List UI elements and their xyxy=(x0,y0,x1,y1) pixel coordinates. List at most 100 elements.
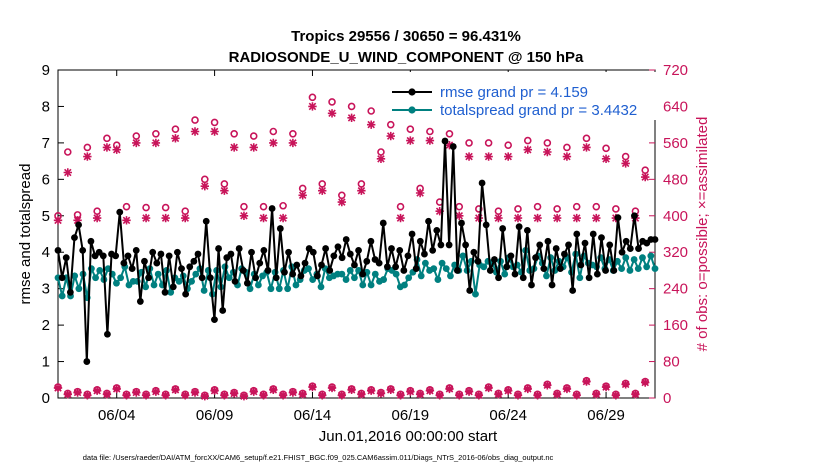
obs-assimilated-point xyxy=(73,388,82,397)
obs-assimilated-point xyxy=(366,120,376,129)
obs-possible-point xyxy=(181,390,190,399)
y-axis-label-right: # of obs: o=possible; ×=assimilated xyxy=(694,117,711,352)
obs-assimilated-point xyxy=(562,152,572,161)
obs-assimilated-point xyxy=(122,216,131,225)
obs-assimilated-point xyxy=(641,172,650,182)
totalspread-point xyxy=(405,274,413,282)
rmse-point xyxy=(589,230,597,238)
rmse-point xyxy=(400,267,408,274)
rmse-point xyxy=(272,274,280,282)
obs-assimilated-point xyxy=(112,145,121,154)
obs-possible-point xyxy=(298,389,307,398)
totalspread-point xyxy=(651,265,659,273)
rmse-point xyxy=(178,265,185,273)
rmse-point xyxy=(396,247,404,254)
totalspread-point xyxy=(576,274,584,282)
obs-possible-point xyxy=(83,390,92,399)
obs-possible-point xyxy=(612,390,620,399)
obs-assimilated-point xyxy=(318,186,327,195)
totalspread-point xyxy=(614,257,621,265)
obs-possible-point xyxy=(602,144,610,153)
obs-possible-point xyxy=(582,134,591,143)
rmse-point xyxy=(523,226,531,234)
obs-possible-point xyxy=(631,389,640,398)
totalspread-point xyxy=(267,285,275,293)
obs-assimilated-point xyxy=(425,136,435,145)
totalspread-point xyxy=(96,267,104,274)
obs-assimilated-point xyxy=(298,390,307,399)
obs-possible-point xyxy=(553,205,561,213)
rmse-point xyxy=(626,245,634,252)
rmse-point xyxy=(388,245,395,252)
obs-possible-point xyxy=(455,202,464,211)
obs-possible-point xyxy=(377,388,385,397)
obs-assimilated-point xyxy=(513,213,523,223)
totalspread-point xyxy=(75,285,83,293)
obs-assimilated-point xyxy=(464,387,474,396)
totalspread-point xyxy=(275,285,283,293)
rmse-point xyxy=(174,248,181,256)
totalspread-point xyxy=(459,252,467,260)
obs-possible-point xyxy=(122,390,131,399)
totalspread-point xyxy=(150,281,158,289)
y-tick-label-right: 160 xyxy=(663,317,688,334)
obs-possible-point xyxy=(318,390,327,399)
rmse-point xyxy=(569,287,577,294)
obs-possible-point xyxy=(328,383,336,391)
rmse-point xyxy=(62,254,70,262)
chart-title-line1: Tropics 29556 / 30650 = 96.431% xyxy=(291,28,521,45)
rmse-point xyxy=(219,307,227,314)
obs-assimilated-point xyxy=(200,181,210,191)
y-tick-label-right: 720 xyxy=(663,62,688,79)
rmse-point xyxy=(379,219,387,227)
obs-assimilated-point xyxy=(181,391,190,400)
y-tick-label-right: 400 xyxy=(663,208,688,225)
obs-assimilated-point xyxy=(259,213,268,223)
obs-possible-point xyxy=(63,389,72,398)
rmse-point xyxy=(71,234,78,242)
obs-possible-point xyxy=(132,132,141,140)
obs-assimilated-point xyxy=(357,390,366,399)
rmse-point xyxy=(474,257,482,265)
obs-assimilated-point xyxy=(171,385,180,394)
obs-assimilated-point xyxy=(347,385,356,394)
obs-assimilated-point xyxy=(132,388,141,397)
x-tick-label: 06/14 xyxy=(294,407,332,424)
obs-assimilated-point xyxy=(102,390,112,399)
obs-possible-point xyxy=(572,202,581,211)
obs-assimilated-point xyxy=(92,213,102,223)
rmse-point xyxy=(116,208,124,216)
totalspread-point xyxy=(225,274,233,282)
rmse-point xyxy=(453,267,461,274)
obs-assimilated-point xyxy=(386,131,395,141)
obs-assimilated-point xyxy=(220,391,229,400)
obs-assimilated-point xyxy=(582,377,591,386)
obs-possible-point xyxy=(308,93,317,102)
obs-possible-point xyxy=(475,205,483,213)
obs-assimilated-point xyxy=(406,387,415,396)
rmse-point xyxy=(544,237,552,245)
obs-assimilated-point xyxy=(229,389,239,398)
rmse-point xyxy=(186,263,194,271)
rmse-point xyxy=(54,247,62,254)
totalspread-point xyxy=(317,283,325,291)
totalspread-point xyxy=(309,276,317,283)
obs-assimilated-point xyxy=(298,191,307,200)
obs-assimilated-point xyxy=(601,382,611,392)
obs-possible-point xyxy=(298,184,307,193)
obs-assimilated-point xyxy=(406,136,415,145)
obs-possible-point xyxy=(63,148,72,156)
rmse-point xyxy=(169,283,177,291)
rmse-point xyxy=(264,267,272,274)
totalspread-point xyxy=(401,281,408,289)
obs-possible-point xyxy=(279,390,287,399)
rmse-point xyxy=(248,248,255,256)
obs-possible-point xyxy=(171,125,180,134)
obs-assimilated-point xyxy=(112,384,121,394)
rmse-point xyxy=(239,267,247,274)
obs-possible-point xyxy=(103,134,111,143)
obs-possible-point xyxy=(523,384,532,392)
obs-assimilated-point xyxy=(484,152,493,161)
obs-assimilated-point xyxy=(543,381,552,390)
rmse-point xyxy=(416,237,424,245)
